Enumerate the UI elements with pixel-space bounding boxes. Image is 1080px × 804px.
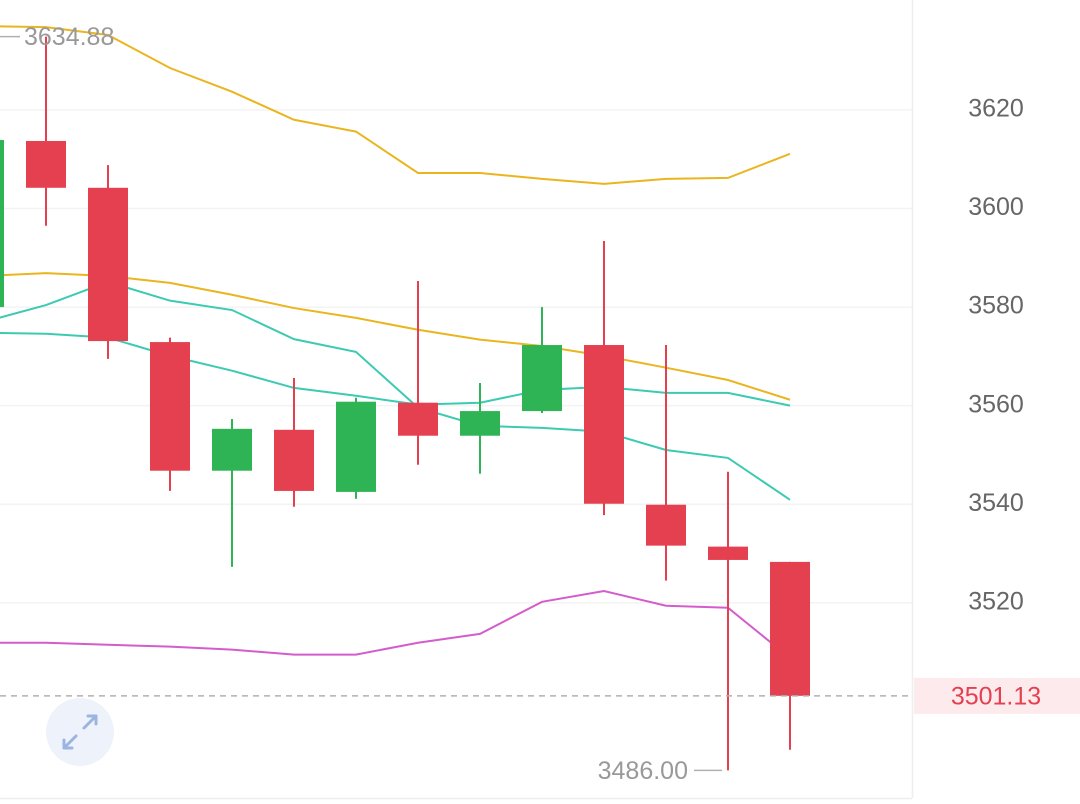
y-tick-label: 3520: [968, 587, 1024, 615]
candle-body: [150, 342, 190, 471]
candle-body: [522, 345, 562, 412]
expand-button-bg: [46, 698, 114, 766]
candle-body: [0, 139, 4, 308]
plot-area: [0, 25, 810, 771]
max-label: 3634.88: [24, 23, 114, 51]
indicator-line: [0, 589, 791, 659]
y-tick-label: 3560: [968, 390, 1024, 418]
candle-body: [770, 561, 810, 696]
expand-icon: [62, 714, 98, 750]
y-tick-label: 3620: [968, 95, 1024, 123]
candle-body: [274, 429, 314, 491]
candle-body: [460, 411, 500, 436]
candle-body: [398, 402, 438, 436]
candle-body: [584, 345, 624, 504]
y-tick-label: 3600: [968, 193, 1024, 221]
candle-body: [708, 546, 748, 560]
last-price-label: 3501.13: [951, 682, 1041, 710]
last-price-bg: [914, 677, 1080, 714]
y-tick-label: 3580: [968, 292, 1024, 320]
grid: 3520 3540 3560 3580 3600 3620: [0, 95, 1024, 615]
candle-body: [212, 428, 252, 471]
candle-body: [646, 504, 686, 546]
candle-body: [88, 187, 128, 342]
expand-button[interactable]: [46, 698, 114, 766]
min-label: 3486.00: [598, 757, 688, 785]
overlay: 3501.13 3634.88 3486.00: [0, 23, 1080, 785]
candle-body: [336, 401, 376, 492]
y-tick-label: 3540: [968, 489, 1024, 517]
indicator-line: [0, 25, 791, 185]
candle-body: [26, 140, 66, 188]
